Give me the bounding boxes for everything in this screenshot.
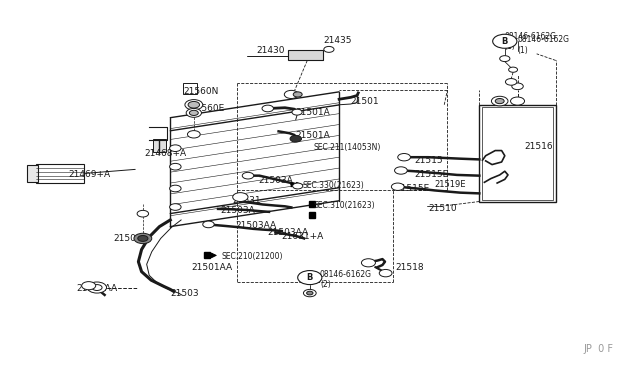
Text: 21469+A: 21469+A: [68, 170, 111, 179]
Text: 21501A: 21501A: [296, 131, 330, 140]
Text: JP  0 F: JP 0 F: [583, 344, 613, 354]
Text: SEC.330(21623): SEC.330(21623): [302, 181, 364, 190]
Circle shape: [185, 100, 203, 110]
Text: 21435: 21435: [323, 36, 352, 45]
Circle shape: [188, 102, 200, 108]
Circle shape: [303, 289, 316, 297]
Circle shape: [307, 291, 313, 295]
Bar: [483, 107, 552, 200]
Text: 21518: 21518: [395, 263, 424, 272]
Text: B: B: [502, 37, 508, 46]
Bar: [288, 50, 323, 61]
Circle shape: [509, 67, 518, 72]
Text: 21501AA: 21501AA: [77, 284, 118, 293]
Circle shape: [298, 270, 322, 285]
Text: 21515: 21515: [414, 156, 443, 166]
Circle shape: [380, 269, 392, 277]
Circle shape: [170, 145, 181, 151]
Circle shape: [293, 92, 302, 97]
Text: 21631: 21631: [233, 196, 261, 205]
Bar: [183, 83, 197, 94]
Circle shape: [233, 193, 248, 202]
Text: 21501AA: 21501AA: [191, 263, 232, 272]
Circle shape: [506, 78, 517, 85]
Text: 21519E: 21519E: [435, 180, 466, 189]
Circle shape: [138, 235, 148, 241]
Text: 21631+A: 21631+A: [282, 232, 324, 241]
Circle shape: [394, 167, 407, 174]
Text: 21510: 21510: [428, 203, 457, 213]
Circle shape: [88, 282, 106, 293]
Bar: [36, 164, 84, 183]
Circle shape: [188, 131, 200, 138]
Circle shape: [512, 83, 524, 90]
Circle shape: [170, 163, 181, 170]
Circle shape: [186, 109, 202, 117]
Text: 21468+A: 21468+A: [145, 149, 187, 158]
Circle shape: [262, 105, 273, 112]
Text: 21503AA: 21503AA: [236, 221, 276, 230]
Text: SEC.211(14053N): SEC.211(14053N): [314, 143, 381, 152]
Circle shape: [495, 99, 504, 104]
Text: 21560N: 21560N: [183, 87, 218, 96]
Text: 08146-6162G
(1): 08146-6162G (1): [505, 32, 557, 51]
Text: 08146-6162G
(2): 08146-6162G (2): [320, 270, 372, 289]
Text: 21503AA: 21503AA: [267, 228, 308, 237]
Text: 21515E: 21515E: [395, 185, 429, 193]
Text: SEC.310(21623): SEC.310(21623): [314, 201, 375, 210]
Text: 21501A: 21501A: [296, 108, 330, 117]
Circle shape: [284, 90, 298, 99]
Text: 08146-6162G
(1): 08146-6162G (1): [518, 35, 570, 55]
Circle shape: [170, 185, 181, 192]
Circle shape: [292, 109, 302, 115]
Text: 21503: 21503: [170, 289, 199, 298]
Circle shape: [82, 282, 96, 290]
Circle shape: [362, 259, 376, 267]
Circle shape: [493, 34, 517, 48]
Circle shape: [290, 135, 301, 142]
Text: 21516: 21516: [524, 142, 552, 151]
Bar: [479, 105, 556, 202]
Circle shape: [511, 97, 525, 105]
Circle shape: [134, 233, 152, 244]
Text: 21508: 21508: [113, 234, 141, 243]
Text: 21503A: 21503A: [220, 206, 255, 215]
Circle shape: [170, 204, 181, 210]
Circle shape: [292, 183, 303, 189]
Text: SEC.210(21200): SEC.210(21200): [221, 251, 283, 261]
Circle shape: [203, 221, 214, 228]
Text: B: B: [307, 273, 313, 282]
Circle shape: [92, 285, 102, 291]
Circle shape: [137, 211, 148, 217]
Circle shape: [392, 183, 404, 190]
Circle shape: [324, 46, 334, 52]
Circle shape: [500, 56, 510, 62]
Bar: [27, 164, 38, 182]
Circle shape: [189, 110, 198, 115]
Circle shape: [243, 172, 253, 179]
Text: 21560E: 21560E: [191, 104, 225, 113]
Text: 21515E: 21515E: [414, 170, 449, 179]
Circle shape: [492, 96, 508, 106]
Bar: [153, 139, 166, 152]
Text: 21501: 21501: [351, 97, 380, 106]
Text: 21503A: 21503A: [258, 176, 293, 185]
Text: 21430: 21430: [256, 46, 285, 55]
Circle shape: [397, 154, 410, 161]
